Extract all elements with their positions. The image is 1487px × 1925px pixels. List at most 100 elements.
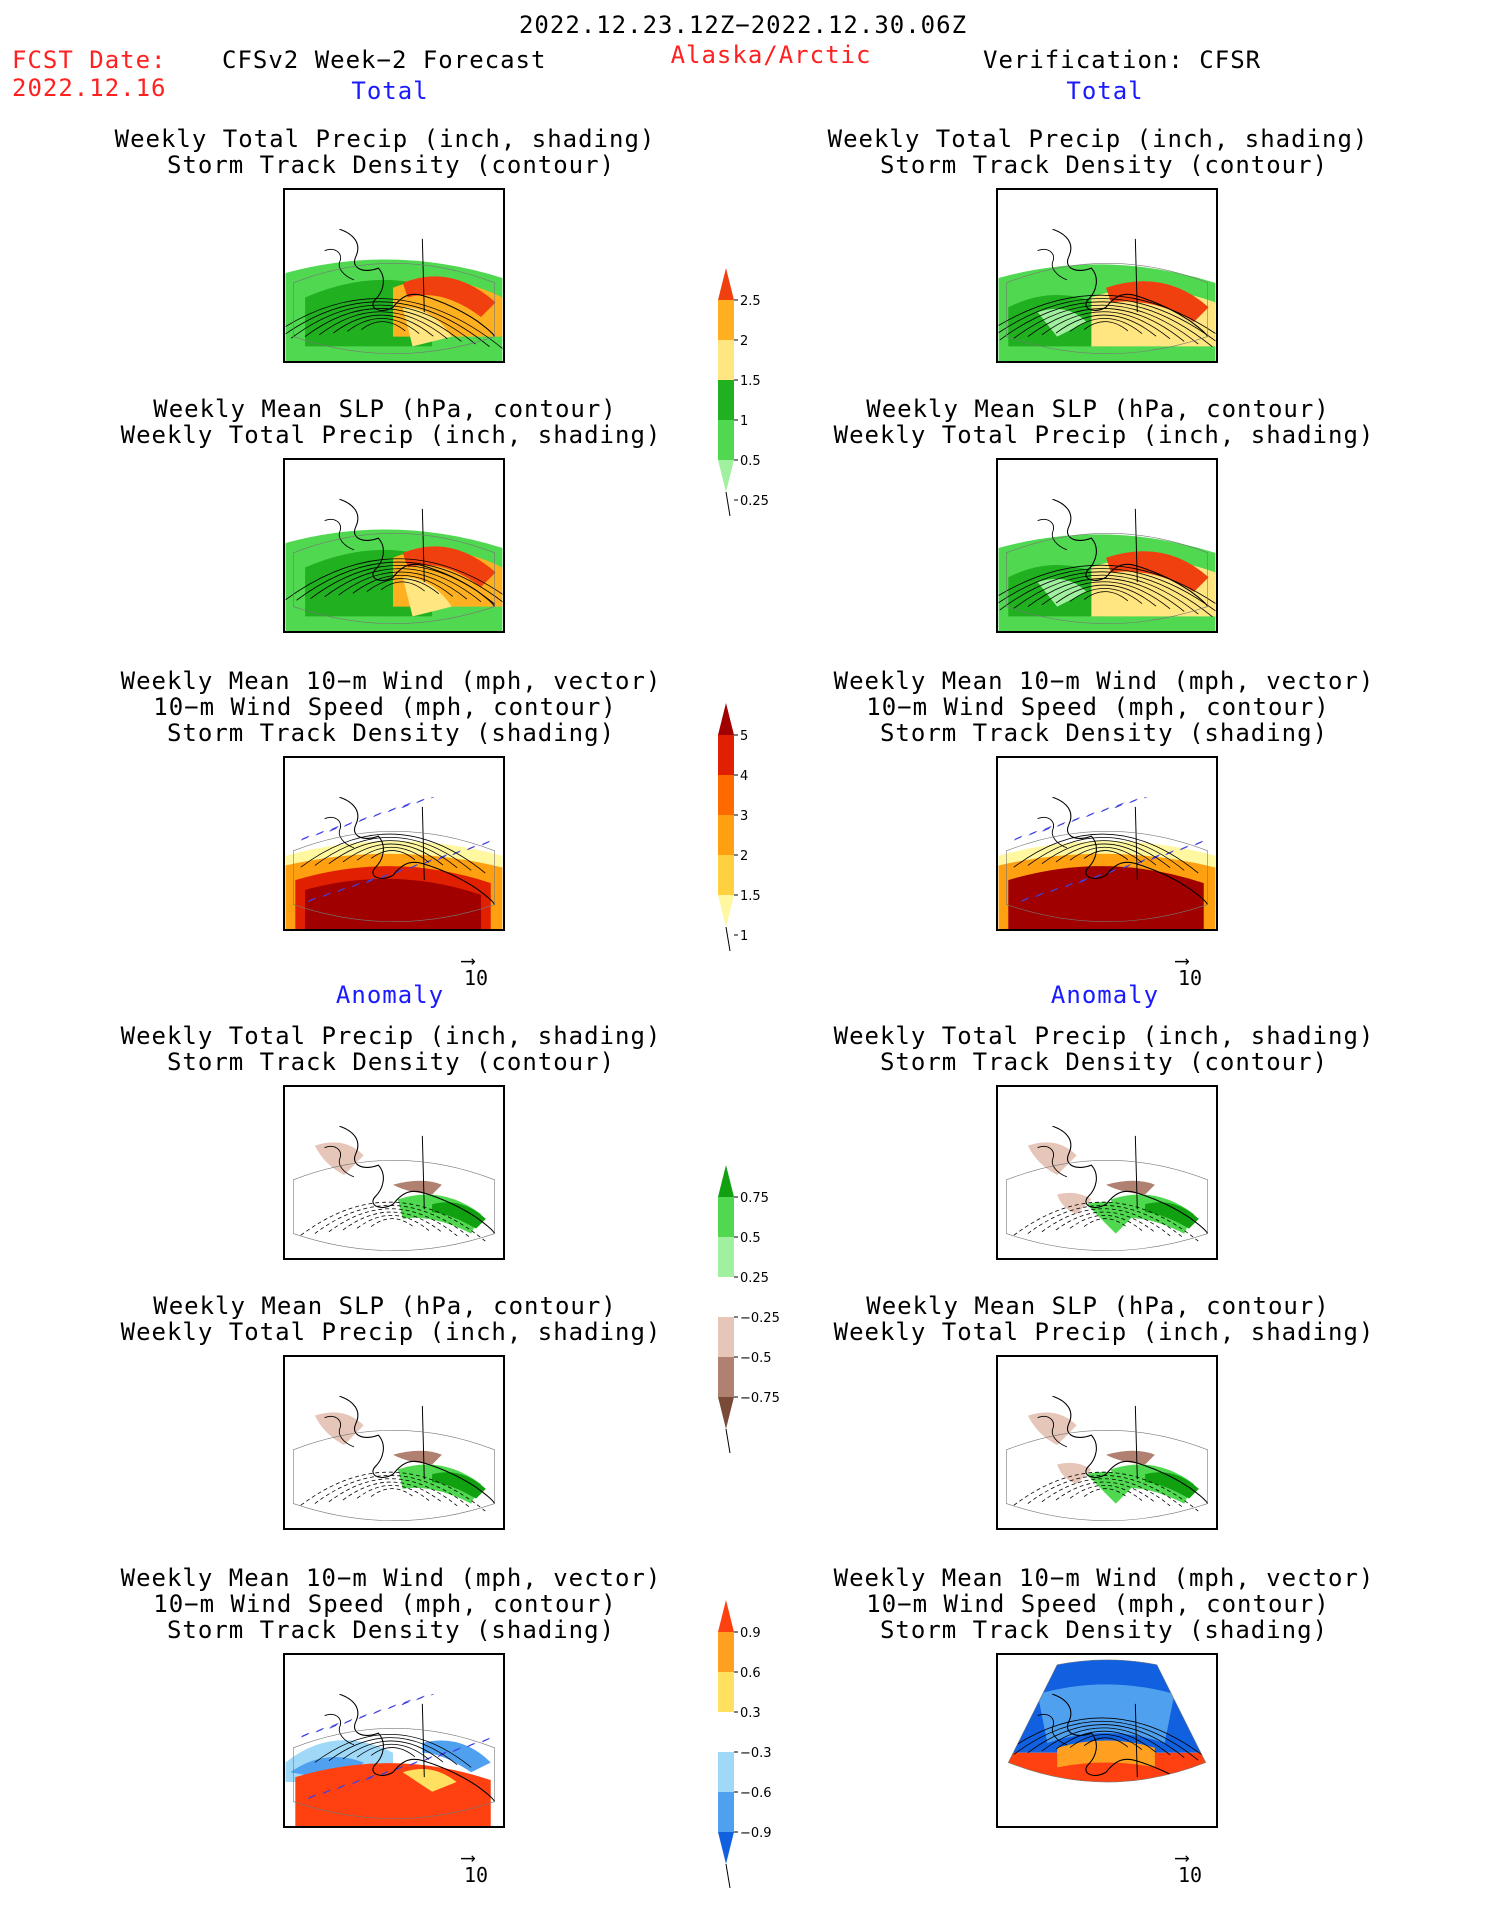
projection-boundary (293, 1728, 495, 1819)
contour-line (1041, 840, 1171, 869)
wind-vector (374, 1709, 382, 1714)
colorbar-tick-label: −0.75 (740, 1391, 780, 1406)
coastline (324, 1713, 355, 1746)
wind-vector (1036, 892, 1044, 897)
border-line (421, 1135, 425, 1210)
wind-vector (1014, 836, 1022, 841)
contour-line (1008, 1717, 1206, 1764)
wind-vector (437, 856, 445, 860)
border-line (421, 1405, 425, 1480)
contour-line (328, 1478, 458, 1507)
colorbar-segment (718, 1197, 734, 1237)
vector-reference-label: 10 (1178, 1863, 1203, 1887)
wind-vector (430, 1694, 439, 1696)
contour-line (300, 1201, 486, 1242)
colorbar-segment (718, 268, 734, 300)
contour-line (1027, 578, 1185, 612)
map-panel-anomaly-slp-precip-forecast (283, 1355, 505, 1530)
wind-vector (1194, 841, 1202, 846)
wind-vector (1042, 827, 1050, 832)
wind-vector (352, 882, 360, 887)
wind-vector (1115, 803, 1123, 808)
wind-vector (1180, 846, 1188, 851)
coastline (1052, 229, 1209, 337)
map-panel-total-precip-storm-forecast (283, 188, 505, 363)
panel-title-line: Weekly Mean 10−m Wind (mph, vector) (833, 1564, 1375, 1592)
wind-vector (1101, 807, 1110, 812)
panel-title-line: Weekly Mean 10−m Wind (mph, vector) (120, 1564, 662, 1592)
vector-reference-arrow: ⟶ (462, 1845, 475, 1869)
wind-vector (1129, 799, 1137, 804)
wind-vector (1166, 850, 1174, 855)
shaded-region (1106, 281, 1209, 322)
contour-line (1069, 587, 1143, 604)
wind-vector (367, 1774, 375, 1779)
colorbar-tick-label: 0.5 (740, 454, 761, 469)
wind-vector (366, 878, 374, 883)
wind-vector (1107, 870, 1115, 874)
wind-vector (401, 804, 409, 809)
contour-line (1055, 1211, 1157, 1234)
contour-line (318, 311, 448, 340)
contour-line (356, 1484, 430, 1501)
colorbar-tick-label: 1 (740, 929, 748, 944)
colorbar-segment (718, 340, 734, 380)
shaded-region (1106, 551, 1209, 592)
border-line (1134, 1135, 1138, 1210)
colorbar-tick-label: 1.5 (740, 374, 761, 389)
contour-line (324, 568, 482, 602)
contour-line (1069, 1214, 1143, 1231)
wind-vector (394, 1767, 402, 1771)
colorbar-tick-label: 0.25 (740, 494, 769, 509)
border-line (1134, 806, 1138, 881)
projection-boundary (293, 831, 495, 922)
wind-vector (447, 789, 454, 792)
contour-line (1055, 843, 1157, 866)
wind-vector (1143, 797, 1152, 799)
contour-line (342, 1740, 444, 1763)
contour-line (314, 1734, 472, 1768)
contour-line (370, 850, 416, 861)
wind-vector (344, 1720, 352, 1724)
wind-vector (1174, 784, 1181, 787)
wind-vector (366, 1775, 374, 1780)
map-panel-anomaly-slp-precip-verification (996, 1355, 1218, 1530)
wind-vector (329, 827, 337, 832)
wind-vector (308, 1794, 316, 1799)
shaded-region (1106, 1180, 1155, 1195)
wind-vector (1138, 859, 1146, 863)
panel-title-line: Weekly Mean 10−m Wind (mph, vector) (833, 667, 1375, 695)
contour-line (356, 1743, 430, 1760)
right-anomaly-header: Anomaly (1050, 981, 1160, 1009)
wind-vector (460, 785, 467, 788)
wind-vector (410, 864, 418, 868)
colorbar-tick-label: 0.9 (740, 1626, 761, 1641)
coastline (324, 816, 355, 849)
wind-vector (410, 1761, 418, 1765)
wind-vector (1202, 777, 1209, 780)
coastline (339, 229, 496, 337)
shaded-region (1057, 1740, 1155, 1768)
panel-title-line: Weekly Mean SLP (hPa, contour) (153, 1292, 617, 1320)
colorbar-segment (718, 1397, 734, 1429)
colorbar-tick-label: −0.5 (740, 1351, 772, 1366)
wind-vector (439, 1751, 447, 1756)
contour-line (1083, 591, 1129, 602)
colorbar-tick-label: 0.75 (740, 1191, 769, 1206)
wind-vector (474, 1678, 481, 1681)
panel-title-line: Weekly Mean 10−m Wind (mph, vector) (120, 667, 662, 695)
wind-vector (1195, 840, 1203, 845)
contour-line (1041, 1727, 1171, 1756)
wind-vector (301, 1733, 309, 1738)
wind-vector (301, 836, 309, 841)
colorbar-segment (718, 420, 734, 460)
wind-vector (373, 1710, 381, 1714)
projection-boundary (1006, 1430, 1208, 1521)
wind-vector (301, 835, 310, 840)
border-line (1134, 508, 1138, 583)
wind-vector (1100, 808, 1109, 813)
coastline (324, 1145, 355, 1178)
colorbar-segment (718, 703, 734, 735)
wind-vector (380, 1771, 388, 1776)
wind-vector (430, 797, 439, 799)
